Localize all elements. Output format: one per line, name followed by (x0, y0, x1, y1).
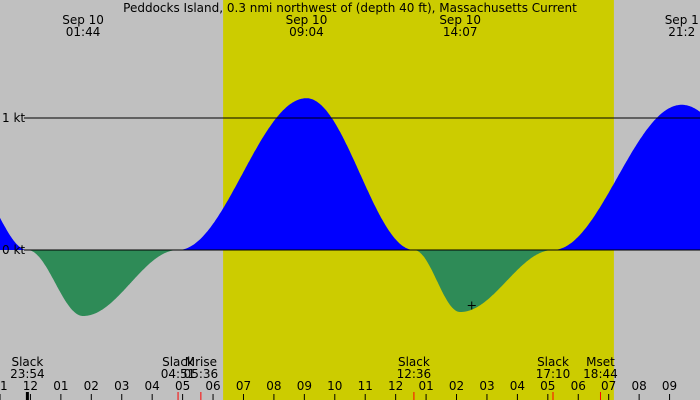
kt-gridlines: 1 kt 0 kt (2, 111, 700, 257)
event-date-0: Sep 10 (62, 13, 104, 27)
y-tick-label-0: 0 kt (2, 243, 25, 257)
bottom-label-name-0: Slack (11, 355, 43, 369)
hour-tick-label--1: 11 (0, 379, 8, 393)
bottom-label-time-5: 18:44 (583, 367, 618, 381)
event-date-3: Sep 1 (665, 13, 699, 27)
event-date-2: Sep 10 (439, 13, 481, 27)
hour-tick-label-16: 04 (510, 379, 525, 393)
hour-tick-label-20: 08 (631, 379, 646, 393)
hour-tick-label-12: 12 (388, 379, 403, 393)
bottom-label-time-2: 05:36 (184, 367, 219, 381)
hour-tick-label-17: 05 (540, 379, 555, 393)
bottom-label-time-1: 04:51 (161, 367, 196, 381)
event-date-1: Sep 10 (286, 13, 328, 27)
current-area-layer (0, 98, 700, 316)
ebb-area-3 (414, 250, 553, 312)
bottom-label-time-4: 17:10 (536, 367, 571, 381)
ebb-area-1 (28, 250, 178, 316)
bottom-label-name-2: Mrise (185, 355, 217, 369)
hour-tick-label-15: 03 (479, 379, 494, 393)
event-time-3: 21:2 (668, 25, 695, 39)
hour-tick-label-2: 02 (84, 379, 99, 393)
hour-tick-label-5: 05 (175, 379, 190, 393)
now-crosshair (467, 301, 476, 310)
hour-tick-label-4: 04 (145, 379, 160, 393)
now-marker-layer (25, 301, 476, 400)
hour-tick-label-8: 08 (266, 379, 281, 393)
hour-tick-label-6: 06 (205, 379, 220, 393)
bottom-event-labels: Slack23:54Slack04:51Mrise05:36Slack12:36… (10, 355, 618, 381)
bottom-label-name-3: Slack (398, 355, 430, 369)
hour-tick-label-11: 11 (358, 379, 373, 393)
flood-area-0 (0, 217, 28, 250)
hour-tick-label-13: 01 (418, 379, 433, 393)
hour-tick-label-21: 09 (662, 379, 677, 393)
hour-tick-label-9: 09 (297, 379, 312, 393)
hour-tick-label-19: 07 (601, 379, 616, 393)
event-time-2: 14:07 (443, 25, 478, 39)
hour-tick-label-3: 03 (114, 379, 129, 393)
bottom-label-name-1: Slack (162, 355, 194, 369)
flood-area-2 (178, 98, 414, 250)
hour-tick-label-7: 07 (236, 379, 251, 393)
y-tick-label-1: 1 kt (2, 111, 25, 125)
hour-tick-label-1: 01 (53, 379, 68, 393)
event-time-1: 09:04 (289, 25, 324, 39)
bottom-label-time-3: 12:36 (397, 367, 432, 381)
bottom-label-name-4: Slack (537, 355, 569, 369)
chart-title: Peddocks Island, 0.3 nmi northwest of (d… (123, 1, 577, 15)
flood-area-4 (553, 104, 700, 250)
now-hour-mark (25, 392, 29, 400)
hour-tick-label-10: 10 (327, 379, 342, 393)
hour-tick-label-14: 02 (449, 379, 464, 393)
hour-tick-label-0: 12 (23, 379, 38, 393)
hour-axis: 11 12 01 02 03 04 05 06 07 08 09 10 11 12 01 02 03 04 05 06… (0, 379, 677, 400)
bottom-label-name-5: Mset (586, 355, 615, 369)
event-time-0: 01:44 (66, 25, 101, 39)
hour-tick-label-18: 06 (571, 379, 586, 393)
bottom-label-time-0: 23:54 (10, 367, 45, 381)
